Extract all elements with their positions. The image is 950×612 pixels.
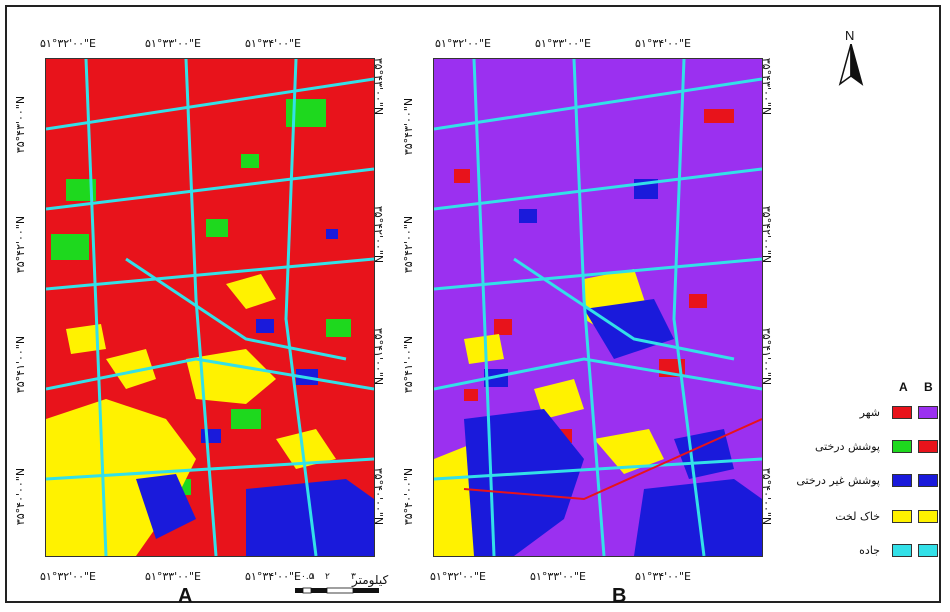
legend-label-tree-cover: پوشش درختی [815, 440, 880, 453]
panel-b-label: B [612, 585, 627, 607]
panel-a-bottom-coord-3: ۵۱°۳۴'۰۰"E [245, 570, 301, 583]
legend-header-b: B [924, 380, 933, 394]
panel-a-map [45, 58, 375, 557]
legend-swatch-a-3 [892, 510, 912, 523]
panel-a-bottom-coord-1: ۵۱°۳۲'۰۰"E [40, 570, 96, 583]
legend-swatch-b-1 [918, 440, 938, 453]
north-arrow: N [836, 28, 866, 88]
panel-a-left-coord-1: ۳۵°۴۳'۰۰"N [14, 95, 28, 154]
scale-bar-graphic [295, 587, 379, 594]
panel-a-top-coord-2: ۵۱°۳۳'۰۰"E [145, 37, 201, 50]
legend-item-bare-soil: خاک لخت [820, 510, 940, 528]
north-arrow-icon [838, 44, 864, 86]
panel-b-left-coord-4: ۳۵°۴۰'۰۰"N [402, 467, 416, 526]
legend-swatch-a-1 [892, 440, 912, 453]
scale-bar: ۰ ۰.۵ ۱ ۲ ۳ [293, 572, 383, 608]
legend-label-non-tree-cover: پوشش غیر درختی [796, 474, 880, 487]
panel-b-left-coord-3: ۳۵°۴۱'۰۰"N [402, 335, 416, 394]
scale-title: کیلومتر [352, 573, 389, 587]
legend-item-road: جاده [820, 544, 940, 562]
legend-swatch-a-4 [892, 544, 912, 557]
legend-header-a: A [899, 380, 908, 394]
panel-a-label: A [178, 585, 193, 607]
panel-b-left-coord-2: ۳۵°۴۲'۰۰"N [402, 215, 416, 274]
legend-label-city: شهر [859, 406, 880, 419]
scale-tick-4: ۳ [351, 572, 356, 582]
panel-b-top-coord-1: ۵۱°۳۲'۰۰"E [435, 37, 491, 50]
legend-item-city: شهر [820, 406, 940, 424]
panel-a-left-coord-2: ۳۵°۴۲'۰۰"N [14, 215, 28, 274]
legend-swatch-b-4 [918, 544, 938, 557]
panel-b-bottom-coord-1: ۵۱°۳۲'۰۰"E [430, 570, 486, 583]
panel-a-map-image [46, 59, 374, 556]
legend-label-road: جاده [859, 544, 880, 557]
panel-b-bottom-coord-3: ۵۱°۳۴'۰۰"E [635, 570, 691, 583]
scale-tick-2: ۱ [311, 572, 316, 582]
panel-a-bottom-coord-2: ۵۱°۳۳'۰۰"E [145, 570, 201, 583]
legend-swatch-a-0 [892, 406, 912, 419]
legend-item-tree-cover: پوشش درختی [815, 440, 940, 458]
legend-item-non-tree-cover: پوشش غیر درختی [796, 474, 940, 492]
scale-tick-0: ۰ [293, 572, 298, 582]
panel-b-left-coord-1: ۳۵°۴۳'۰۰"N [402, 97, 416, 156]
scale-tick-3: ۲ [325, 572, 330, 582]
panel-a-top-coord-1: ۵۱°۳۲'۰۰"E [40, 37, 96, 50]
panel-b-map [433, 58, 763, 557]
north-label: N [845, 28, 855, 43]
panel-a-left-coord-4: ۳۵°۴۰'۰۰"N [14, 467, 28, 526]
panel-b-top-coord-3: ۵۱°۳۴'۰۰"E [635, 37, 691, 50]
panel-b-top-coord-2: ۵۱°۳۳'۰۰"E [535, 37, 591, 50]
panel-b-map-image [434, 59, 762, 556]
panel-a-left-coord-3: ۳۵°۴۱'۰۰"N [14, 335, 28, 394]
legend-swatch-b-2 [918, 474, 938, 487]
legend-swatch-a-2 [892, 474, 912, 487]
panel-b-bottom-coord-2: ۵۱°۳۳'۰۰"E [530, 570, 586, 583]
legend-swatch-b-0 [918, 406, 938, 419]
legend-swatch-b-3 [918, 510, 938, 523]
scale-tick-1: ۰.۵ [301, 572, 314, 582]
panel-a-top-coord-3: ۵۱°۳۴'۰۰"E [245, 37, 301, 50]
legend-label-bare-soil: خاک لخت [835, 510, 880, 523]
